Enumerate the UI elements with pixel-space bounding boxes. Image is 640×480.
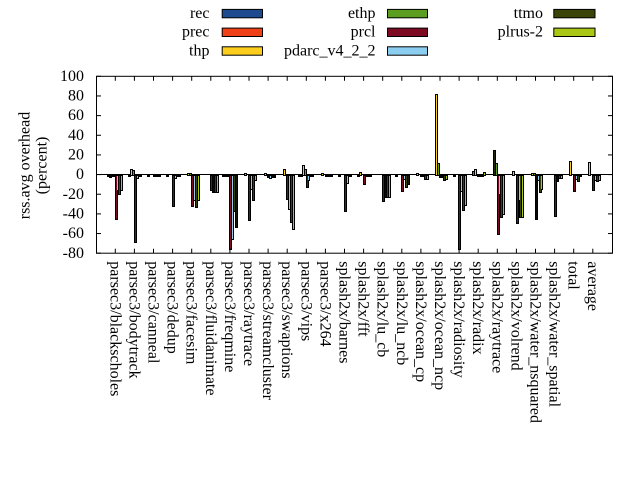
svg-text:80: 80 [68, 88, 84, 105]
svg-text:pdarc_v4_2_2: pdarc_v4_2_2 [284, 42, 376, 59]
svg-text:parsec3/vips: parsec3/vips [297, 261, 314, 341]
svg-text:-80: -80 [63, 245, 84, 262]
svg-text:splash2x/radix: splash2x/radix [469, 261, 486, 354]
svg-text:-60: -60 [63, 225, 84, 242]
svg-text:0: 0 [76, 166, 84, 183]
svg-text:60: 60 [68, 107, 84, 124]
svg-text:prcl: prcl [351, 24, 376, 41]
svg-text:splash2x/lu_cb: splash2x/lu_cb [374, 261, 391, 357]
svg-text:ttmo: ttmo [514, 5, 543, 22]
svg-text:rec: rec [190, 5, 210, 22]
svg-text:ethp: ethp [348, 5, 376, 22]
svg-text:20: 20 [68, 147, 84, 164]
svg-text:parsec3/swaptions: parsec3/swaptions [278, 261, 295, 378]
svg-text:parsec3/streamcluster: parsec3/streamcluster [259, 261, 276, 400]
svg-text:parsec3/fluidanimate: parsec3/fluidanimate [202, 261, 219, 395]
svg-text:thp: thp [189, 42, 209, 59]
svg-text:splash2x/ocean_cp: splash2x/ocean_cp [412, 261, 429, 382]
svg-text:-20: -20 [63, 186, 84, 203]
svg-text:plrus-2: plrus-2 [498, 24, 543, 41]
svg-text:total: total [565, 261, 582, 290]
svg-text:40: 40 [68, 127, 84, 144]
svg-text:100: 100 [60, 68, 84, 85]
svg-text:parsec3/raytrace: parsec3/raytrace [240, 261, 257, 366]
svg-text:splash2x/raytrace: splash2x/raytrace [488, 261, 505, 373]
svg-text:parsec3/blackscholes: parsec3/blackscholes [106, 261, 123, 396]
svg-text:splash2x/volrend: splash2x/volrend [507, 261, 524, 370]
svg-text:splash2x/barnes: splash2x/barnes [335, 261, 352, 363]
svg-text:splash2x/fft: splash2x/fft [355, 261, 372, 337]
svg-text:splash2x/ocean_ncp: splash2x/ocean_ncp [431, 261, 448, 390]
svg-text:average: average [584, 261, 601, 311]
svg-text:parsec3/facesim: parsec3/facesim [183, 261, 200, 365]
svg-text:splash2x/radiosity: splash2x/radiosity [450, 261, 467, 377]
svg-text:parsec3/freqmine: parsec3/freqmine [221, 261, 238, 372]
svg-text:splash2x/water_nsquared: splash2x/water_nsquared [526, 261, 543, 423]
svg-text:parsec3/bodytrack: parsec3/bodytrack [125, 261, 142, 378]
svg-text:parsec3/dedup: parsec3/dedup [164, 261, 181, 353]
svg-text:splash2x/lu_ncb: splash2x/lu_ncb [393, 261, 410, 365]
svg-text:parsec3/canneal: parsec3/canneal [144, 261, 161, 364]
svg-text:splash2x/water_spatial: splash2x/water_spatial [546, 261, 563, 407]
svg-text:(percent): (percent) [34, 137, 51, 195]
svg-text:prec: prec [182, 24, 210, 41]
svg-text:rss.avg overhead: rss.avg overhead [17, 112, 34, 220]
svg-text:parsec3/x264: parsec3/x264 [316, 261, 333, 346]
svg-text:-40: -40 [63, 205, 84, 222]
